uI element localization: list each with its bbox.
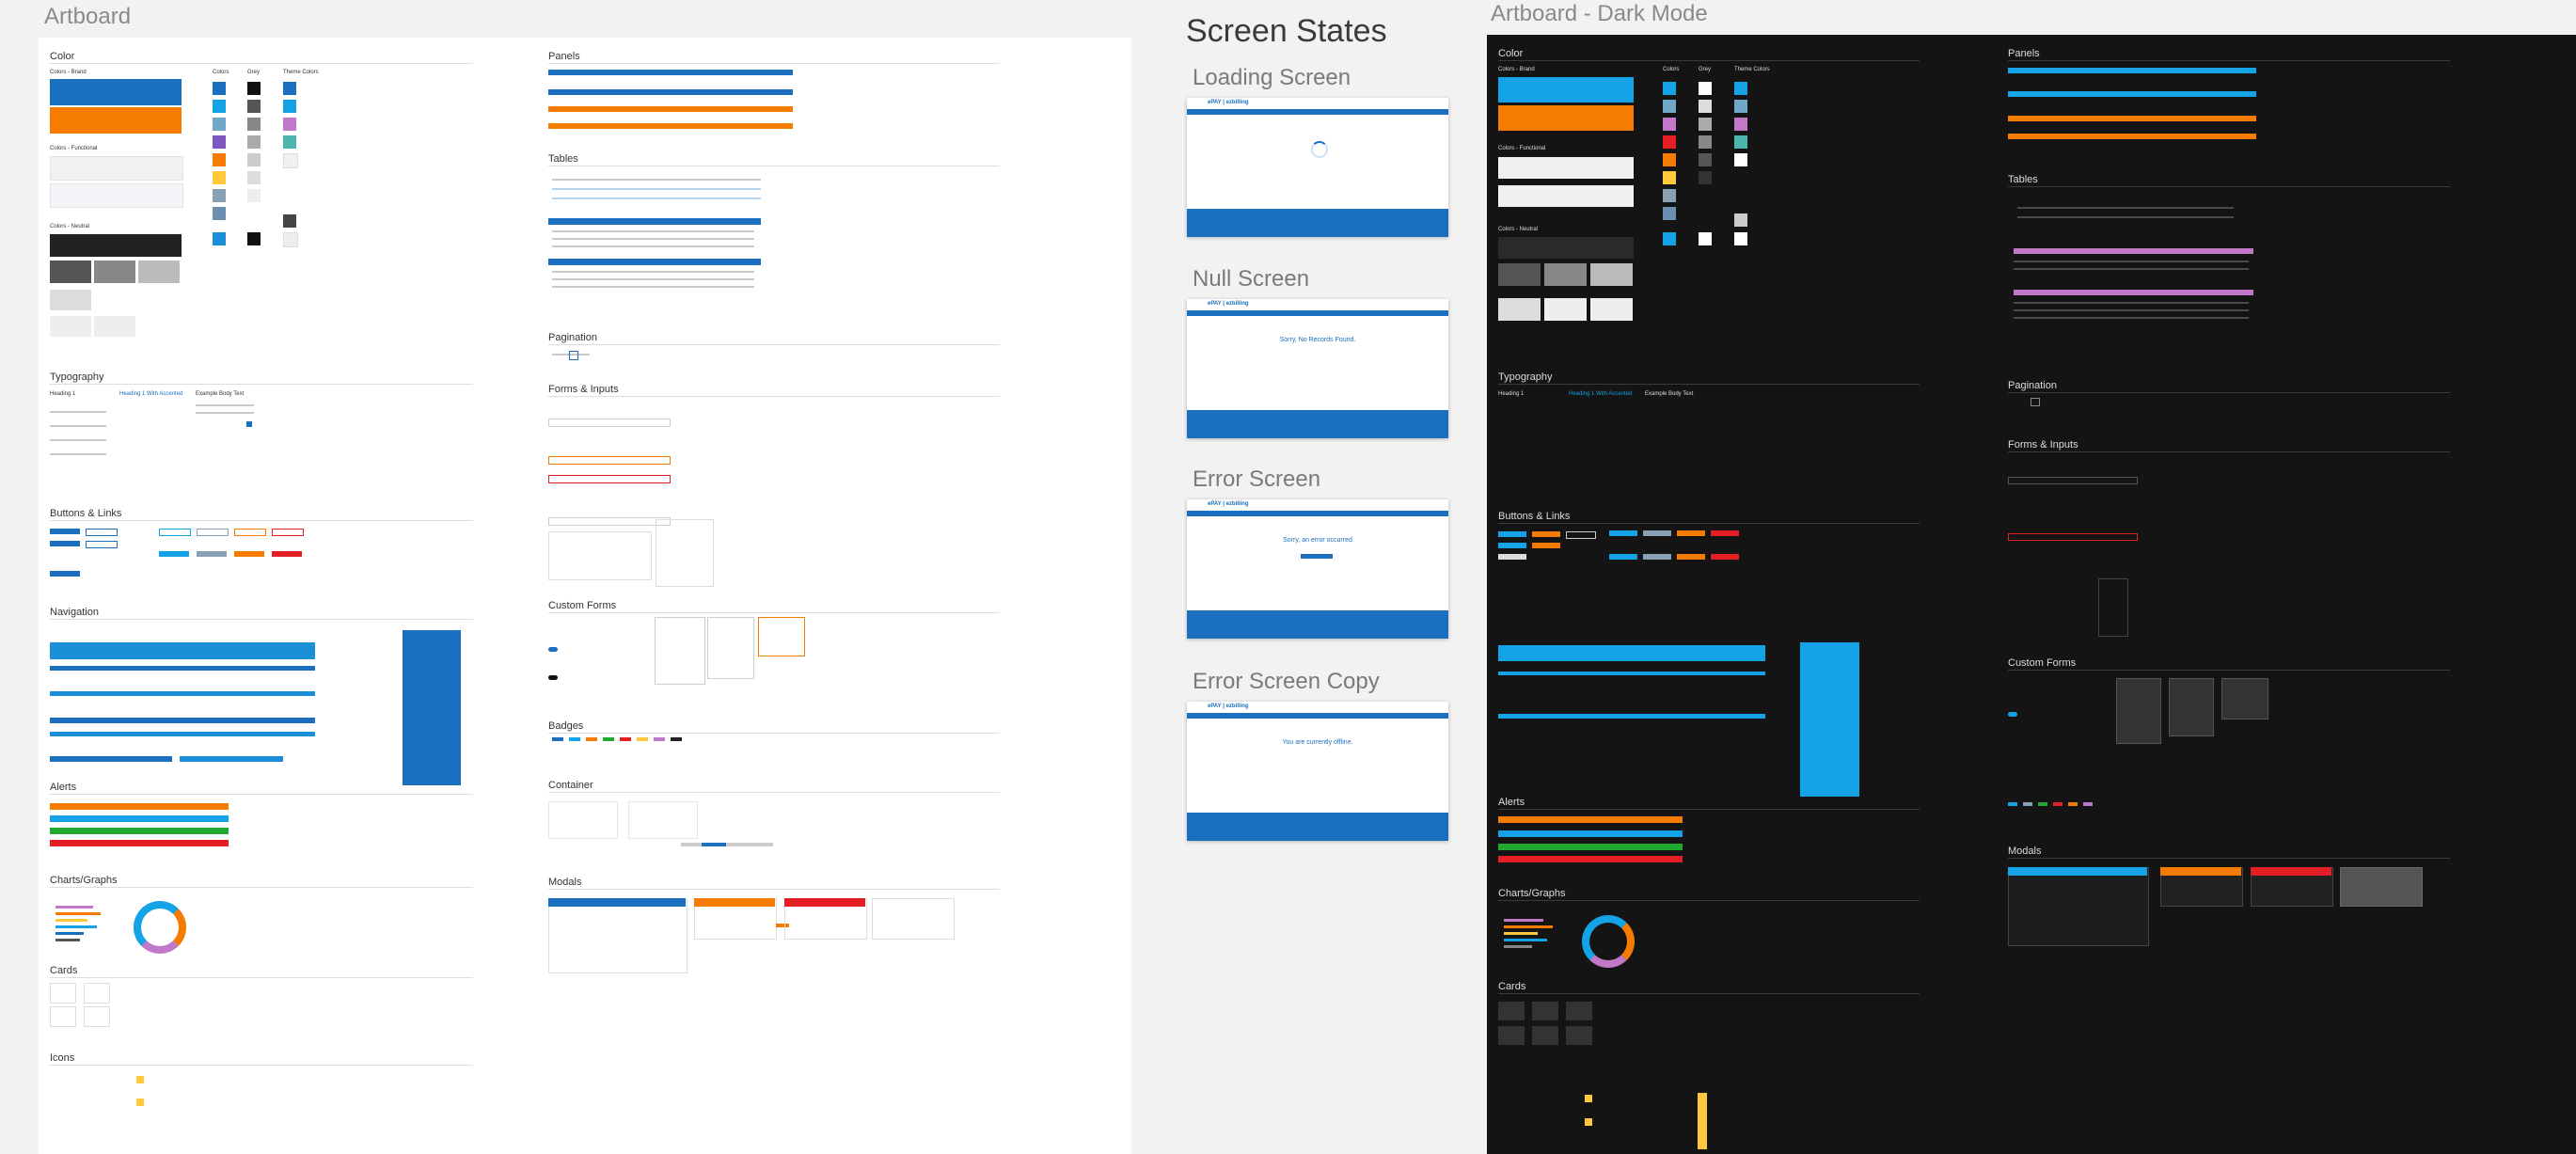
subsection-functional: Colors - Functional xyxy=(50,146,98,151)
section-title-typography: Typography xyxy=(50,371,104,383)
col-grey: Grey xyxy=(247,70,261,75)
nav-bar-1[interactable] xyxy=(50,642,315,659)
dark-section-color: Color xyxy=(1498,48,1524,59)
alert-info[interactable] xyxy=(50,815,229,822)
dark-section-buttons: Buttons & Links xyxy=(1498,511,1571,522)
state-label-error: Error Screen xyxy=(1193,466,1321,492)
panel-orange-1[interactable] xyxy=(548,106,793,112)
folder-open-icon xyxy=(136,1099,144,1106)
state-label-error-copy: Error Screen Copy xyxy=(1193,669,1380,694)
section-title-pagination: Pagination xyxy=(548,332,597,343)
toggle-dark[interactable] xyxy=(548,675,558,680)
dark-section-alerts: Alerts xyxy=(1498,797,1525,808)
dark-section-cards: Cards xyxy=(1498,981,1526,992)
alert-success[interactable] xyxy=(50,828,229,834)
form-input-2[interactable] xyxy=(548,456,671,465)
toggle-on[interactable] xyxy=(548,647,558,652)
section-title-modals: Modals xyxy=(548,877,582,888)
panel-blue-2[interactable] xyxy=(548,89,793,95)
form-dropdown[interactable] xyxy=(656,519,714,587)
retry-button[interactable] xyxy=(1301,554,1333,559)
swatch-brand-orange xyxy=(50,107,182,134)
col-theme: Theme Colors xyxy=(283,70,319,75)
null-message: Sorry, No Records Found. xyxy=(1279,337,1356,343)
state-label-null: Null Screen xyxy=(1193,266,1310,292)
light-artboard[interactable]: Color Colors - Brand Colors - Functional… xyxy=(39,38,1131,1154)
dark-section-custom-forms: Custom Forms xyxy=(2008,657,2077,669)
dark-section-charts: Charts/Graphs xyxy=(1498,888,1566,899)
section-title-buttons: Buttons & Links xyxy=(50,508,122,519)
table-header-2 xyxy=(548,259,761,265)
section-title-panels: Panels xyxy=(548,51,580,62)
screen-states-title: Screen States xyxy=(1186,13,1387,49)
typography-heading-accent: Heading 1 With Accented xyxy=(119,391,183,397)
dark-folder-open-icon xyxy=(1585,1118,1592,1126)
section-title-icons: Icons xyxy=(50,1052,75,1064)
dark-artboard[interactable]: Color Colors - Brand Colors - Functional… xyxy=(1487,35,2576,1154)
dark-section-forms: Forms & Inputs xyxy=(2008,439,2078,451)
error-message: Sorry, an error occurred xyxy=(1283,537,1352,544)
swatch-functional-2 xyxy=(50,183,183,208)
section-title-forms: Forms & Inputs xyxy=(548,384,619,395)
screen-error[interactable]: ePAY | ezbilling Sorry, an error occurre… xyxy=(1187,499,1448,639)
button-secondary[interactable] xyxy=(86,529,118,536)
nav-sidebar[interactable] xyxy=(403,630,461,785)
panel-blue-1[interactable] xyxy=(548,70,793,75)
section-title-charts: Charts/Graphs xyxy=(50,875,118,886)
dark-section-panels: Panels xyxy=(2008,48,2040,59)
section-title-navigation: Navigation xyxy=(50,607,99,618)
modal-confirm[interactable] xyxy=(872,898,955,940)
form-input-1[interactable] xyxy=(548,419,671,427)
alert-danger[interactable] xyxy=(50,840,229,846)
folder-icon xyxy=(136,1076,144,1083)
panel-orange-2[interactable] xyxy=(548,123,793,129)
section-title-color: Color xyxy=(50,51,75,62)
section-title-custom-forms: Custom Forms xyxy=(548,600,617,611)
screen-error-copy[interactable]: ePAY | ezbilling You are currently offli… xyxy=(1187,702,1448,841)
screen-loading[interactable]: ePAY | ezbilling xyxy=(1187,98,1448,237)
offline-message: You are currently offline. xyxy=(1282,739,1353,746)
swatch-functional-1 xyxy=(50,156,183,181)
screen-null[interactable]: ePAY | ezbilling Sorry, No Records Found… xyxy=(1187,299,1448,438)
table-header-1 xyxy=(548,218,761,225)
state-label-loading: Loading Screen xyxy=(1193,65,1351,90)
form-input-3[interactable] xyxy=(548,475,671,483)
donut-chart xyxy=(134,901,186,954)
dark-section-tables: Tables xyxy=(2008,174,2038,185)
section-title-cards: Cards xyxy=(50,965,78,976)
dark-section-modals: Modals xyxy=(2008,846,2042,857)
alert-warning[interactable] xyxy=(50,803,229,810)
section-title-badges: Badges xyxy=(548,720,584,732)
section-title-container: Container xyxy=(548,780,593,791)
typography-heading: Heading 1 xyxy=(50,391,76,397)
dark-folder-icon xyxy=(1585,1095,1592,1102)
dark-artboard-title: Artboard - Dark Mode xyxy=(1491,1,1708,26)
typography-body: Example Body Text xyxy=(196,391,245,397)
button-primary[interactable] xyxy=(50,529,80,534)
subsection-neutral: Colors - Neutral xyxy=(50,224,90,229)
pagination-current[interactable] xyxy=(569,351,578,360)
loading-spinner-icon xyxy=(1311,141,1328,158)
col-colors: Colors xyxy=(213,70,229,75)
artboard-title: Artboard xyxy=(44,4,132,29)
dark-section-pagination: Pagination xyxy=(2008,380,2057,391)
swatch-brand-blue xyxy=(50,79,182,105)
subsection-brand: Colors - Brand xyxy=(50,70,87,75)
section-title-alerts: Alerts xyxy=(50,782,77,793)
modal-form[interactable] xyxy=(548,898,687,973)
dark-section-typography: Typography xyxy=(1498,371,1553,383)
swatch-neutral-dark xyxy=(50,234,182,257)
section-title-tables: Tables xyxy=(548,153,578,165)
